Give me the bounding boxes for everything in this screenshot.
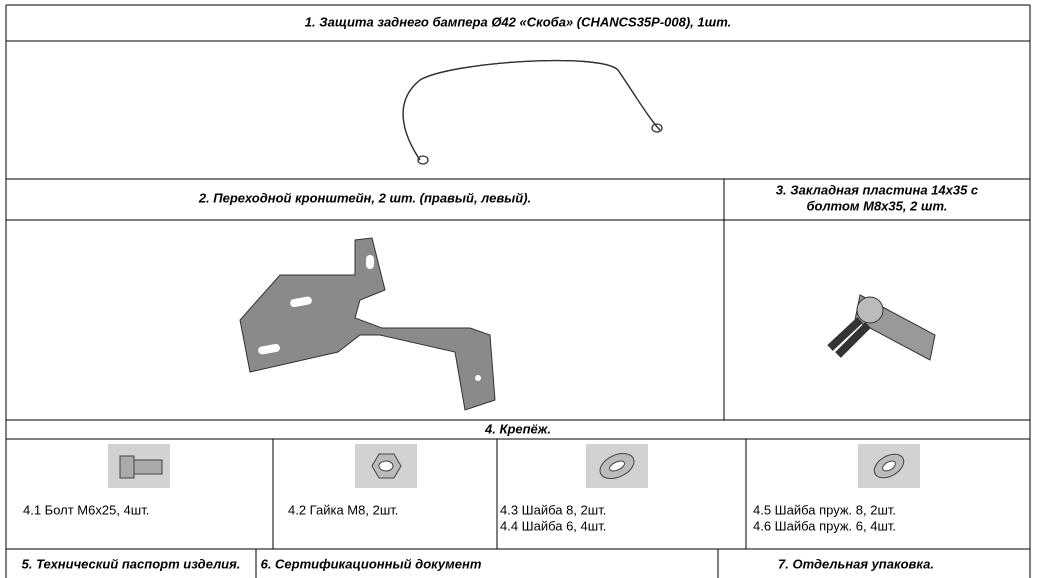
section-title: болтом М8х35, 2 шт. xyxy=(806,198,947,213)
fastener-icons xyxy=(108,444,920,488)
section-title: 1. Защита заднего бампера Ø42 «Скоба» (C… xyxy=(305,14,731,29)
item-label: 4.3 Шайба 8, 2шт. xyxy=(500,502,606,517)
item-label: 4.6 Шайба пруж. 6, 4шт. xyxy=(753,518,896,533)
item-label: 4.2 Гайка М8, 2шт. xyxy=(288,502,398,517)
section-title: 4. Крепёж. xyxy=(484,421,551,436)
table-borders xyxy=(5,4,1031,578)
item-label: 4.5 Шайба пруж. 8, 2шт. xyxy=(753,502,896,517)
bumper-guard-drawing xyxy=(402,59,663,165)
footer-item: 5. Технический паспорт изделия. xyxy=(22,556,241,571)
footer-item: 7. Отдельная упаковка. xyxy=(778,556,934,571)
item-label: 4.1 Болт М6х25, 4шт. xyxy=(23,502,149,517)
bracket-drawing xyxy=(239,237,496,411)
plate-bolt-drawing xyxy=(827,294,936,361)
section-title: 3. Закладная пластина 14x35 с xyxy=(776,182,979,197)
section-title: 2. Переходной кронштейн, 2 шт. (правый, … xyxy=(198,190,531,205)
item-label: 4.4 Шайба 6, 4шт. xyxy=(500,518,606,533)
footer-item: 6. Сертификационный документ xyxy=(261,556,482,571)
